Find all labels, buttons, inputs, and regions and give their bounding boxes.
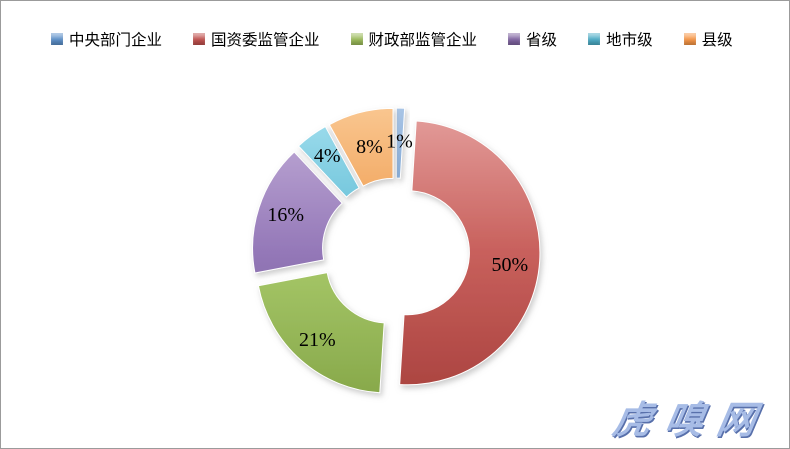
svg-text:16%: 16% (267, 204, 304, 226)
svg-text:1%: 1% (386, 131, 413, 153)
svg-text:4%: 4% (314, 145, 341, 167)
svg-text:21%: 21% (299, 329, 336, 351)
svg-text:50%: 50% (491, 254, 528, 276)
svg-text:8%: 8% (356, 136, 383, 158)
